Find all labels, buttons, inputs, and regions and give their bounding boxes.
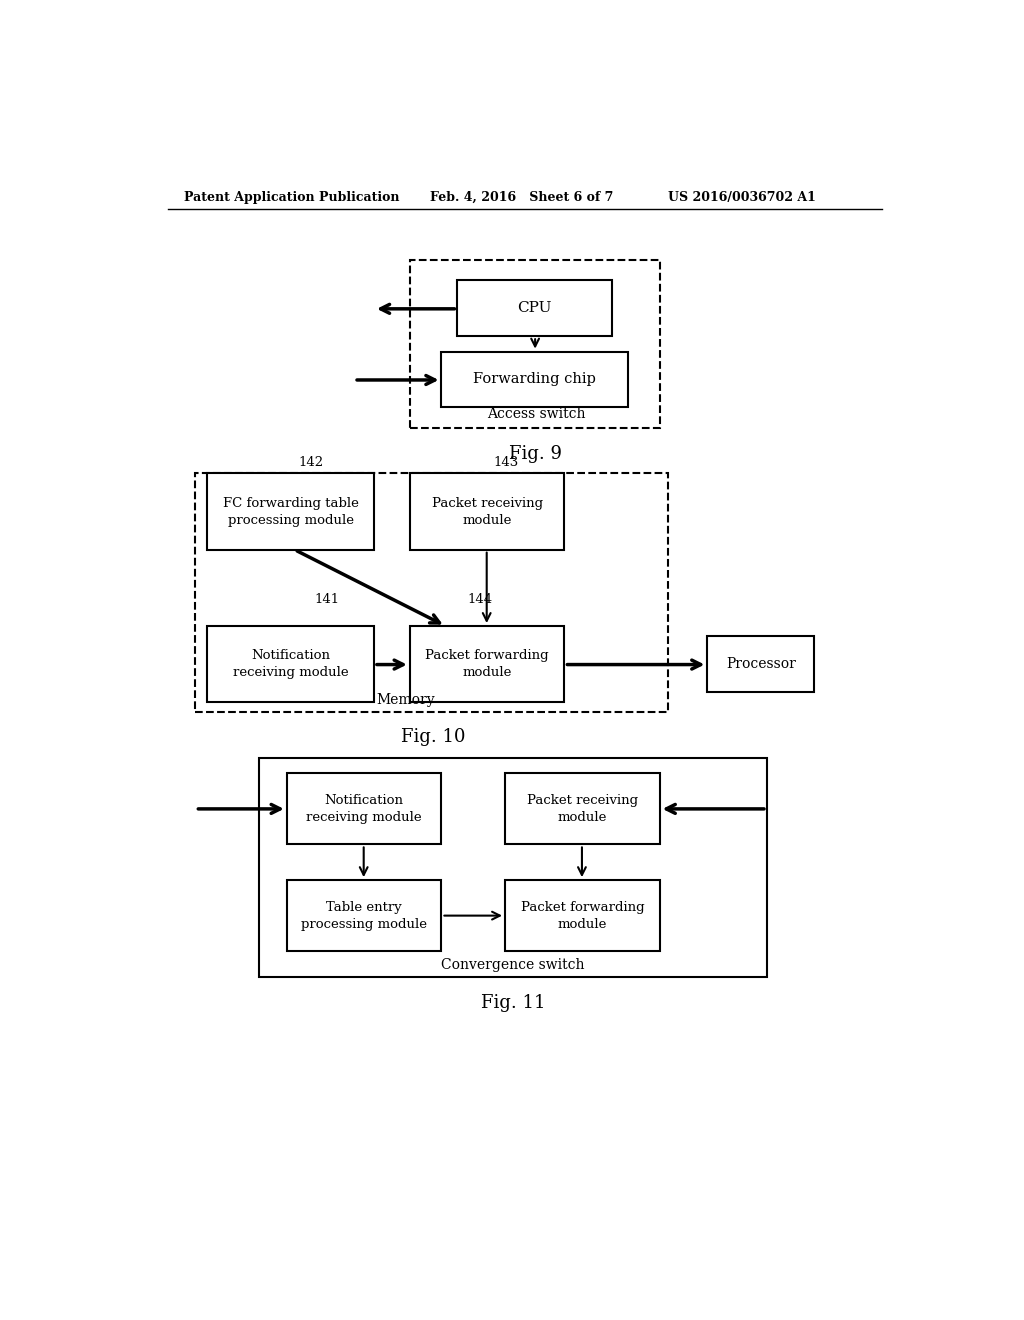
Bar	[410, 626, 564, 702]
Text: Packet forwarding
module: Packet forwarding module	[520, 900, 644, 931]
Text: Packet forwarding
module: Packet forwarding module	[425, 649, 549, 678]
Bar	[410, 260, 659, 428]
Text: Fig. 11: Fig. 11	[480, 994, 545, 1012]
Text: FC forwarding table
processing module: FC forwarding table processing module	[223, 496, 358, 527]
Text: Packet receiving
module: Packet receiving module	[526, 793, 638, 824]
Bar	[505, 774, 659, 845]
Text: CPU: CPU	[517, 301, 552, 315]
Text: Processor: Processor	[726, 657, 796, 671]
Text: Memory: Memory	[377, 693, 435, 708]
Bar	[708, 636, 814, 692]
Bar	[259, 758, 767, 977]
Bar	[505, 880, 659, 952]
Bar	[458, 280, 612, 337]
Text: Table entry
processing module: Table entry processing module	[301, 900, 427, 931]
Text: Fig. 10: Fig. 10	[401, 727, 466, 746]
Bar	[207, 626, 374, 702]
Text: US 2016/0036702 A1: US 2016/0036702 A1	[668, 190, 815, 203]
Text: Notification
receiving module: Notification receiving module	[232, 649, 348, 678]
Bar	[287, 880, 441, 952]
Bar	[410, 474, 564, 549]
Text: 144: 144	[468, 593, 493, 606]
Text: 142: 142	[299, 457, 324, 470]
Text: Packet receiving
module: Packet receiving module	[431, 496, 543, 527]
Bar	[441, 351, 628, 408]
Text: Forwarding chip: Forwarding chip	[473, 372, 596, 387]
Bar	[207, 474, 374, 549]
Text: 141: 141	[314, 593, 340, 606]
Text: Access switch: Access switch	[487, 407, 586, 421]
Text: Feb. 4, 2016   Sheet 6 of 7: Feb. 4, 2016 Sheet 6 of 7	[430, 190, 613, 203]
Text: 143: 143	[494, 457, 518, 470]
Text: Patent Application Publication: Patent Application Publication	[183, 190, 399, 203]
Text: Convergence switch: Convergence switch	[441, 957, 585, 972]
Text: Notification
receiving module: Notification receiving module	[306, 793, 422, 824]
Bar	[287, 774, 441, 845]
Text: Fig. 9: Fig. 9	[509, 445, 561, 463]
Bar	[196, 474, 668, 713]
